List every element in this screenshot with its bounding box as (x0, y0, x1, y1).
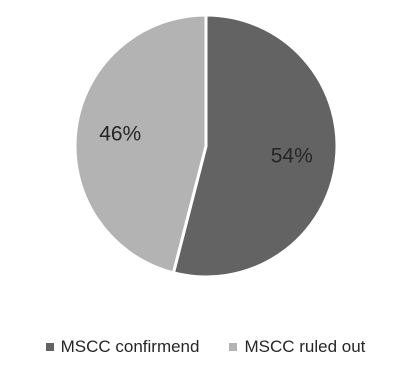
pie-slices (73, 13, 339, 279)
legend-item-mscc-confirmend: MSCC confirmend (45, 337, 200, 357)
legend-label-mscc-ruled-out: MSCC ruled out (244, 337, 366, 356)
legend-item-mscc-ruled-out: MSCC ruled out (229, 337, 365, 357)
legend-swatch-mscc-ruled-out (229, 343, 238, 351)
pie-data-labels: 54% 46% (99, 123, 313, 168)
chart-legend: MSCC confirmend MSCC ruled out (0, 337, 411, 357)
legend-label-mscc-confirmend: MSCC confirmend (60, 337, 200, 356)
pie-slice-mscc-ruled-out (73, 13, 208, 275)
pie-label-mscc-ruled-out: 46% (99, 123, 141, 146)
pie-slice-mscc-confirmend (171, 13, 339, 279)
pie-label-mscc-confirmend: 54% (271, 144, 313, 167)
legend-swatch-mscc-confirmend (45, 343, 54, 351)
